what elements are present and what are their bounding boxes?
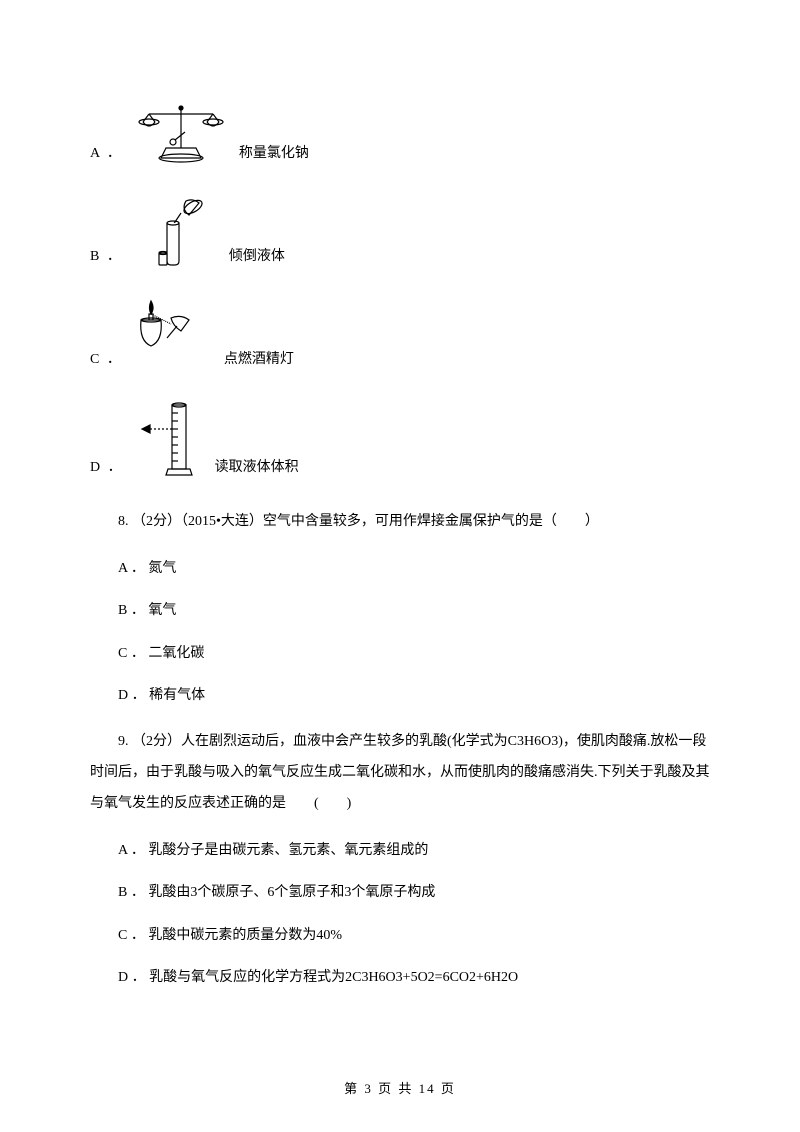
option-d-row: D ． 读取液体体积 [90, 399, 710, 479]
option-a-text: 称量氯化钠 [239, 143, 309, 165]
q9-option-a: A ． 乳酸分子是由碳元素、氢元素、氧元素组成的 [90, 840, 710, 862]
option-d-text: 读取液体体积 [215, 457, 299, 479]
q9-option-c: C ． 乳酸中碳元素的质量分数为40% [90, 925, 710, 947]
graduated-cylinder-image [132, 399, 207, 479]
question-9-stem: 9. （2分）人在剧烈运动后，血液中会产生较多的乳酸(化学式为C3H6O3)，使… [90, 727, 710, 819]
balance-scale-image [131, 100, 231, 165]
option-b-text: 倾倒液体 [229, 246, 285, 268]
alcohol-lamp-image [131, 296, 216, 371]
q8-option-a: A ． 氮气 [90, 558, 710, 580]
option-b-label: B ． [90, 246, 123, 268]
q9-option-d: D ． 乳酸与氧气反应的化学方程式为2C3H6O3+5O2=6CO2+6H2O [90, 967, 710, 989]
q8-option-c: C ． 二氧化碳 [90, 643, 710, 665]
option-d-label: D ． [90, 457, 124, 479]
question-8-stem: 8. （2分）（2015•大连）空气中含量较多，可用作焊接金属保护气的是（ ） [90, 507, 710, 538]
pouring-liquid-image [131, 193, 221, 268]
option-c-text: 点燃酒精灯 [224, 349, 294, 371]
option-c-label: C ． [90, 349, 123, 371]
page-footer: 第 3 页 共 14 页 [0, 1079, 800, 1100]
option-a-row: A ． 称量氯化钠 [90, 100, 710, 165]
option-c-row: C ． 点燃酒精灯 [90, 296, 710, 371]
q8-option-d: D ． 稀有气体 [90, 685, 710, 707]
option-a-label: A ． [90, 143, 123, 165]
q8-option-b: B ． 氧气 [90, 600, 710, 622]
option-b-row: B ． 倾倒液体 [90, 193, 710, 268]
q9-option-b: B ． 乳酸由3个碳原子、6个氢原子和3个氧原子构成 [90, 882, 710, 904]
